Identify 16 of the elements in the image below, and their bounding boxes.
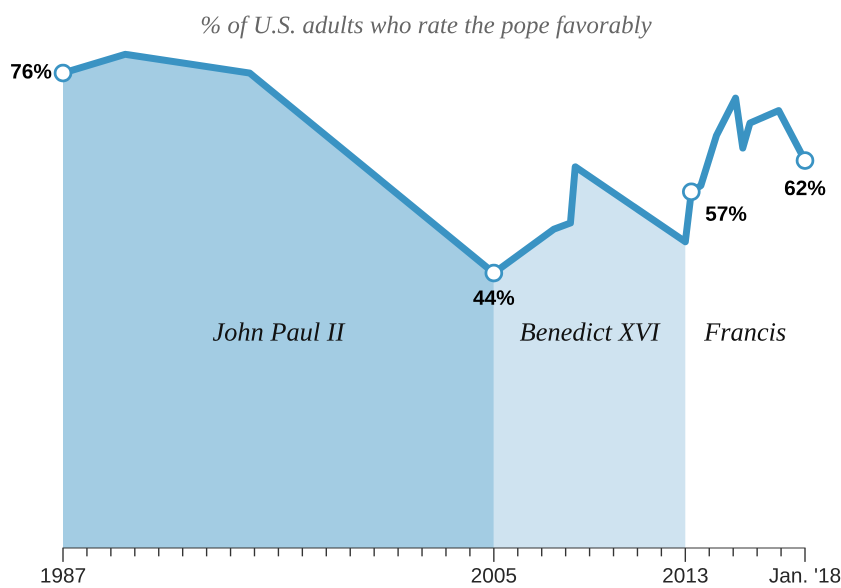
series-label: John Paul II — [212, 322, 346, 341]
point — [682, 182, 701, 202]
x-tick-label: 2005 — [472, 568, 516, 583]
x-tick-label: 2013 — [663, 568, 708, 583]
data-label: 57% — [706, 206, 746, 221]
x-tick-label: 1987 — [41, 568, 86, 583]
point — [54, 64, 72, 82]
point — [484, 264, 504, 282]
annotation: Francis — [704, 323, 786, 341]
x-tick-label: Jan. '18 — [769, 568, 840, 583]
data-label: 76% — [11, 64, 52, 79]
series-label: Benedict XVI — [520, 322, 661, 342]
data-label: 44% — [473, 290, 514, 305]
point — [796, 151, 814, 170]
chart-subtitle: % of U.S. adults who rate the pope favorably — [202, 16, 652, 38]
data-label: 62% — [784, 180, 826, 196]
